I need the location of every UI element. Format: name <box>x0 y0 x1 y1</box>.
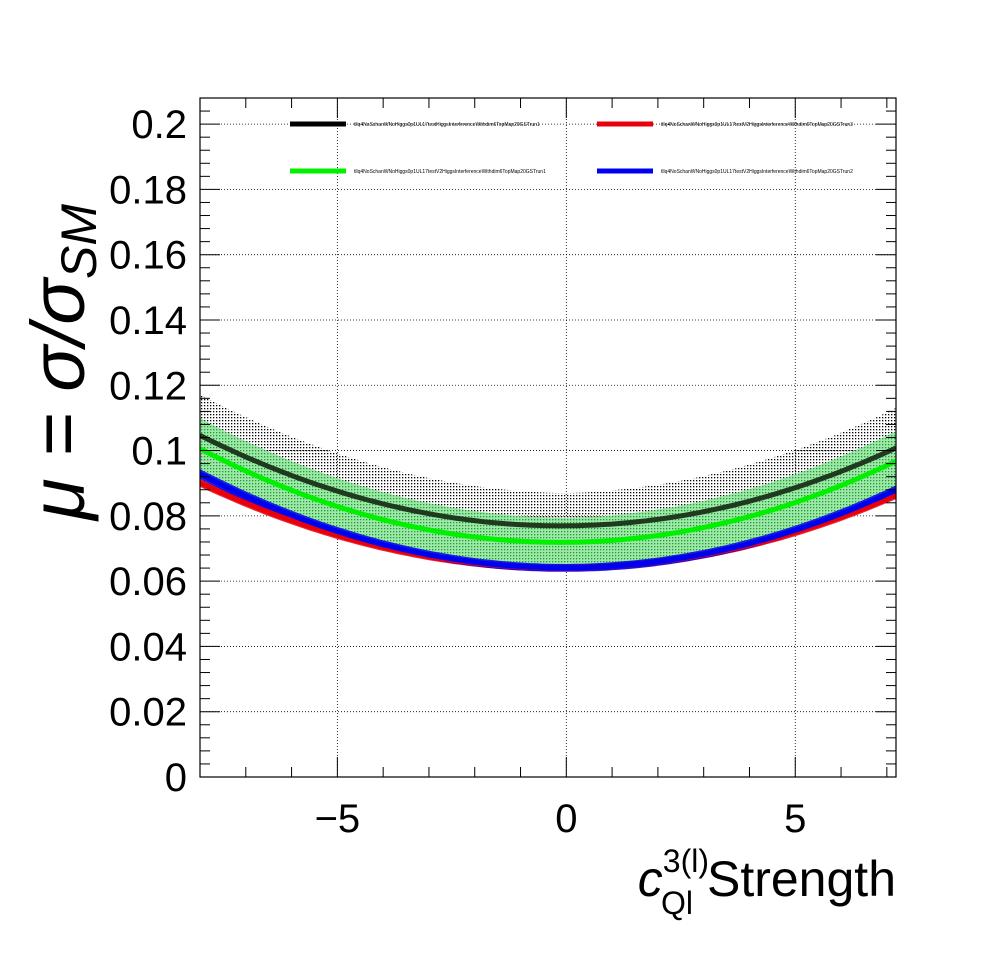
y-tick-label: 0.08 <box>109 495 187 539</box>
y-tick-label: 0.1 <box>131 430 187 474</box>
y-tick-label: 0.18 <box>109 168 187 212</box>
grid-lines <box>200 98 896 778</box>
plot-frame <box>199 97 897 778</box>
y-tick-label: 0.2 <box>131 103 187 147</box>
y-tick-label: 0.12 <box>109 364 187 408</box>
x-tick-label: 5 <box>784 797 806 841</box>
y-tick-label: 0.02 <box>109 691 187 735</box>
axis-ticks <box>199 97 896 778</box>
y-tick-label: 0 <box>165 756 187 800</box>
uncertainty-band <box>200 418 896 567</box>
x-tick-label: −5 <box>315 797 361 841</box>
series-line <box>200 433 896 529</box>
y-tick-label: 0.04 <box>109 625 187 669</box>
y-axis-title: μ = σ/σSM <box>16 204 107 522</box>
legend-label: tllq4NoSchanWNoHiggs0p1UL17testV2HiggsIn… <box>661 169 853 175</box>
legend-label: tllq4NoSchanWNoHiggs0p1UL17testHiggsInte… <box>354 122 540 128</box>
x-tick-label: 0 <box>555 797 577 841</box>
tick-labels: −5 0 5 0 0.02 0.04 0.06 0.08 0.1 0.12 0.14 0.16 0.18… <box>109 103 806 841</box>
y-tick-label: 0.14 <box>109 299 187 343</box>
series-lines <box>200 433 896 571</box>
legend-label: tllq4NoSchanWNoHiggs0p1UL17testV2HiggsIn… <box>661 122 853 128</box>
series-line <box>200 446 896 545</box>
legend-label: tllq4NoSchanWNoHiggs0p1UL17testV2HiggsIn… <box>354 169 546 175</box>
x-axis-title: c3(l) Ql Strength <box>638 843 896 921</box>
legend: tllq4NoSchanWNoHiggs0p1UL17testHiggsInte… <box>290 121 853 175</box>
y-tick-label: 0.16 <box>109 234 187 278</box>
uncertainty-bands <box>200 394 896 572</box>
y-tick-label: 0.06 <box>109 560 187 604</box>
series-line <box>200 471 896 571</box>
